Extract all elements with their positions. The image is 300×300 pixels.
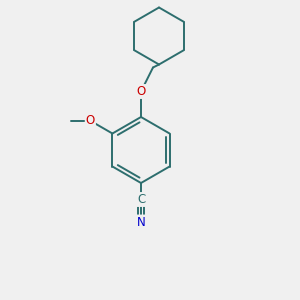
Text: O: O (136, 85, 146, 98)
Text: N: N (136, 215, 146, 229)
Text: C: C (137, 193, 145, 206)
Text: O: O (86, 114, 95, 127)
